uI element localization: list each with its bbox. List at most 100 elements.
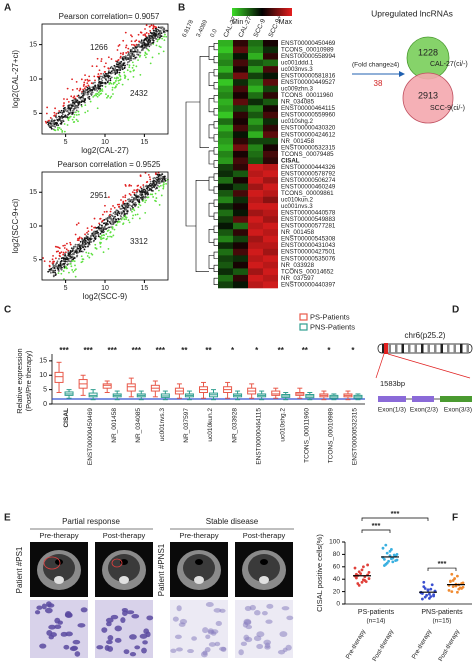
exon (412, 396, 434, 402)
scatter-dot (105, 217, 108, 220)
scatter-dot (55, 124, 58, 126)
significance: *** (108, 346, 118, 355)
scatter-dot (161, 37, 164, 40)
row-label: ENST00000460249 (281, 183, 336, 190)
chromosome-band (460, 344, 463, 353)
scatter-dot (96, 226, 99, 229)
scatter-dot (128, 200, 130, 203)
x-tick-label: NR_033928 (231, 408, 238, 443)
box-body (54, 371, 64, 383)
box (319, 390, 329, 401)
row-label: ENST00000464115 (281, 105, 335, 112)
scatter-dot (68, 112, 71, 115)
scatter-dot (49, 122, 52, 125)
dot (392, 553, 396, 557)
nucleus (65, 612, 73, 618)
scatter-dot (111, 227, 114, 230)
legend-min: Min (232, 19, 243, 26)
scatter-dot (62, 253, 65, 256)
scatter-dot (152, 177, 155, 180)
heatmap-cell (263, 268, 278, 276)
scatter-dot (85, 240, 88, 243)
x-tick-label: TCONS_00011960 (304, 408, 311, 463)
scatter-dot (81, 250, 84, 253)
nucleus (146, 615, 154, 621)
scatter-dot (103, 234, 106, 237)
y-tick-label: 15 (29, 189, 37, 196)
scatter-dot (50, 127, 53, 130)
scatter-dot (114, 66, 117, 68)
scatter-dot (157, 38, 159, 41)
scatter-dot (157, 181, 160, 184)
scatter-dot (130, 40, 133, 43)
scatter-dot (122, 62, 125, 65)
timepoint-label: Post-therapy (243, 531, 286, 540)
scatter-dot (94, 230, 97, 233)
scatter-dot (131, 201, 134, 203)
scatter-dot (131, 52, 134, 55)
significance: * (255, 346, 259, 355)
heatmap-cell (233, 150, 248, 158)
scatter-dot (74, 243, 77, 246)
scatter-dot (60, 268, 63, 271)
heatmap-cell (248, 85, 263, 93)
dot (428, 592, 431, 596)
scatter-dot (82, 243, 85, 245)
y-tick-label: 5 (33, 257, 37, 264)
scatter-dot (71, 78, 73, 81)
significance: *** (438, 559, 447, 568)
exon (378, 396, 406, 402)
scatter-dot (77, 110, 80, 113)
scatter-dot (127, 203, 130, 206)
scatter-dot (86, 88, 89, 91)
scatter-dot (60, 260, 62, 263)
scatter-dot (54, 274, 57, 276)
scatter-dot (111, 67, 114, 70)
dot (360, 568, 364, 572)
scatter-dot (163, 31, 166, 34)
scatter-dot (130, 184, 133, 187)
x-tick-label: 15 (140, 285, 148, 292)
scatter-dot (135, 191, 138, 194)
dendrogram-branch (208, 202, 214, 217)
scatter-dot (151, 56, 154, 59)
x-tick-label: NR_037597 (183, 408, 190, 443)
scatter-dot (53, 114, 56, 117)
scatter-dot (47, 123, 50, 126)
box (174, 383, 184, 399)
scatter-dot (159, 26, 161, 29)
scatter-dot (86, 236, 89, 238)
scatter-dot (73, 100, 76, 103)
scatter-dot (110, 208, 112, 210)
scatter-dot (101, 237, 104, 240)
scatter-dot (119, 69, 122, 72)
scatter-dot (130, 48, 133, 51)
scatter-dot (86, 110, 89, 112)
scatter-dot (158, 34, 161, 37)
scatter-dot (80, 247, 82, 250)
scatter-dot (122, 58, 124, 61)
scatter-dot (86, 93, 89, 96)
scatter-dot (93, 226, 96, 229)
scatter-dot (136, 213, 139, 216)
scatter-dot (62, 260, 65, 263)
scatter-dot (139, 41, 142, 44)
heatmap-cell (248, 203, 263, 210)
dot (447, 588, 451, 592)
scatter-dot (84, 91, 87, 94)
heatmap-cell (233, 144, 248, 152)
row-label: NR_033928 (281, 262, 315, 269)
ct-inner (43, 554, 75, 582)
dot (453, 577, 456, 580)
scatter-dot (116, 203, 119, 206)
scatter-dot (103, 226, 106, 229)
scatter-dot (53, 123, 56, 126)
scatter-dot (103, 222, 106, 225)
scatter-dot (83, 83, 85, 86)
scatter-dot (151, 183, 153, 186)
scatter-dot (58, 266, 61, 268)
scatter-dot (108, 75, 111, 78)
scatter-dot (149, 193, 152, 196)
scatter-dot (104, 85, 107, 88)
scatter-dot (153, 32, 156, 35)
